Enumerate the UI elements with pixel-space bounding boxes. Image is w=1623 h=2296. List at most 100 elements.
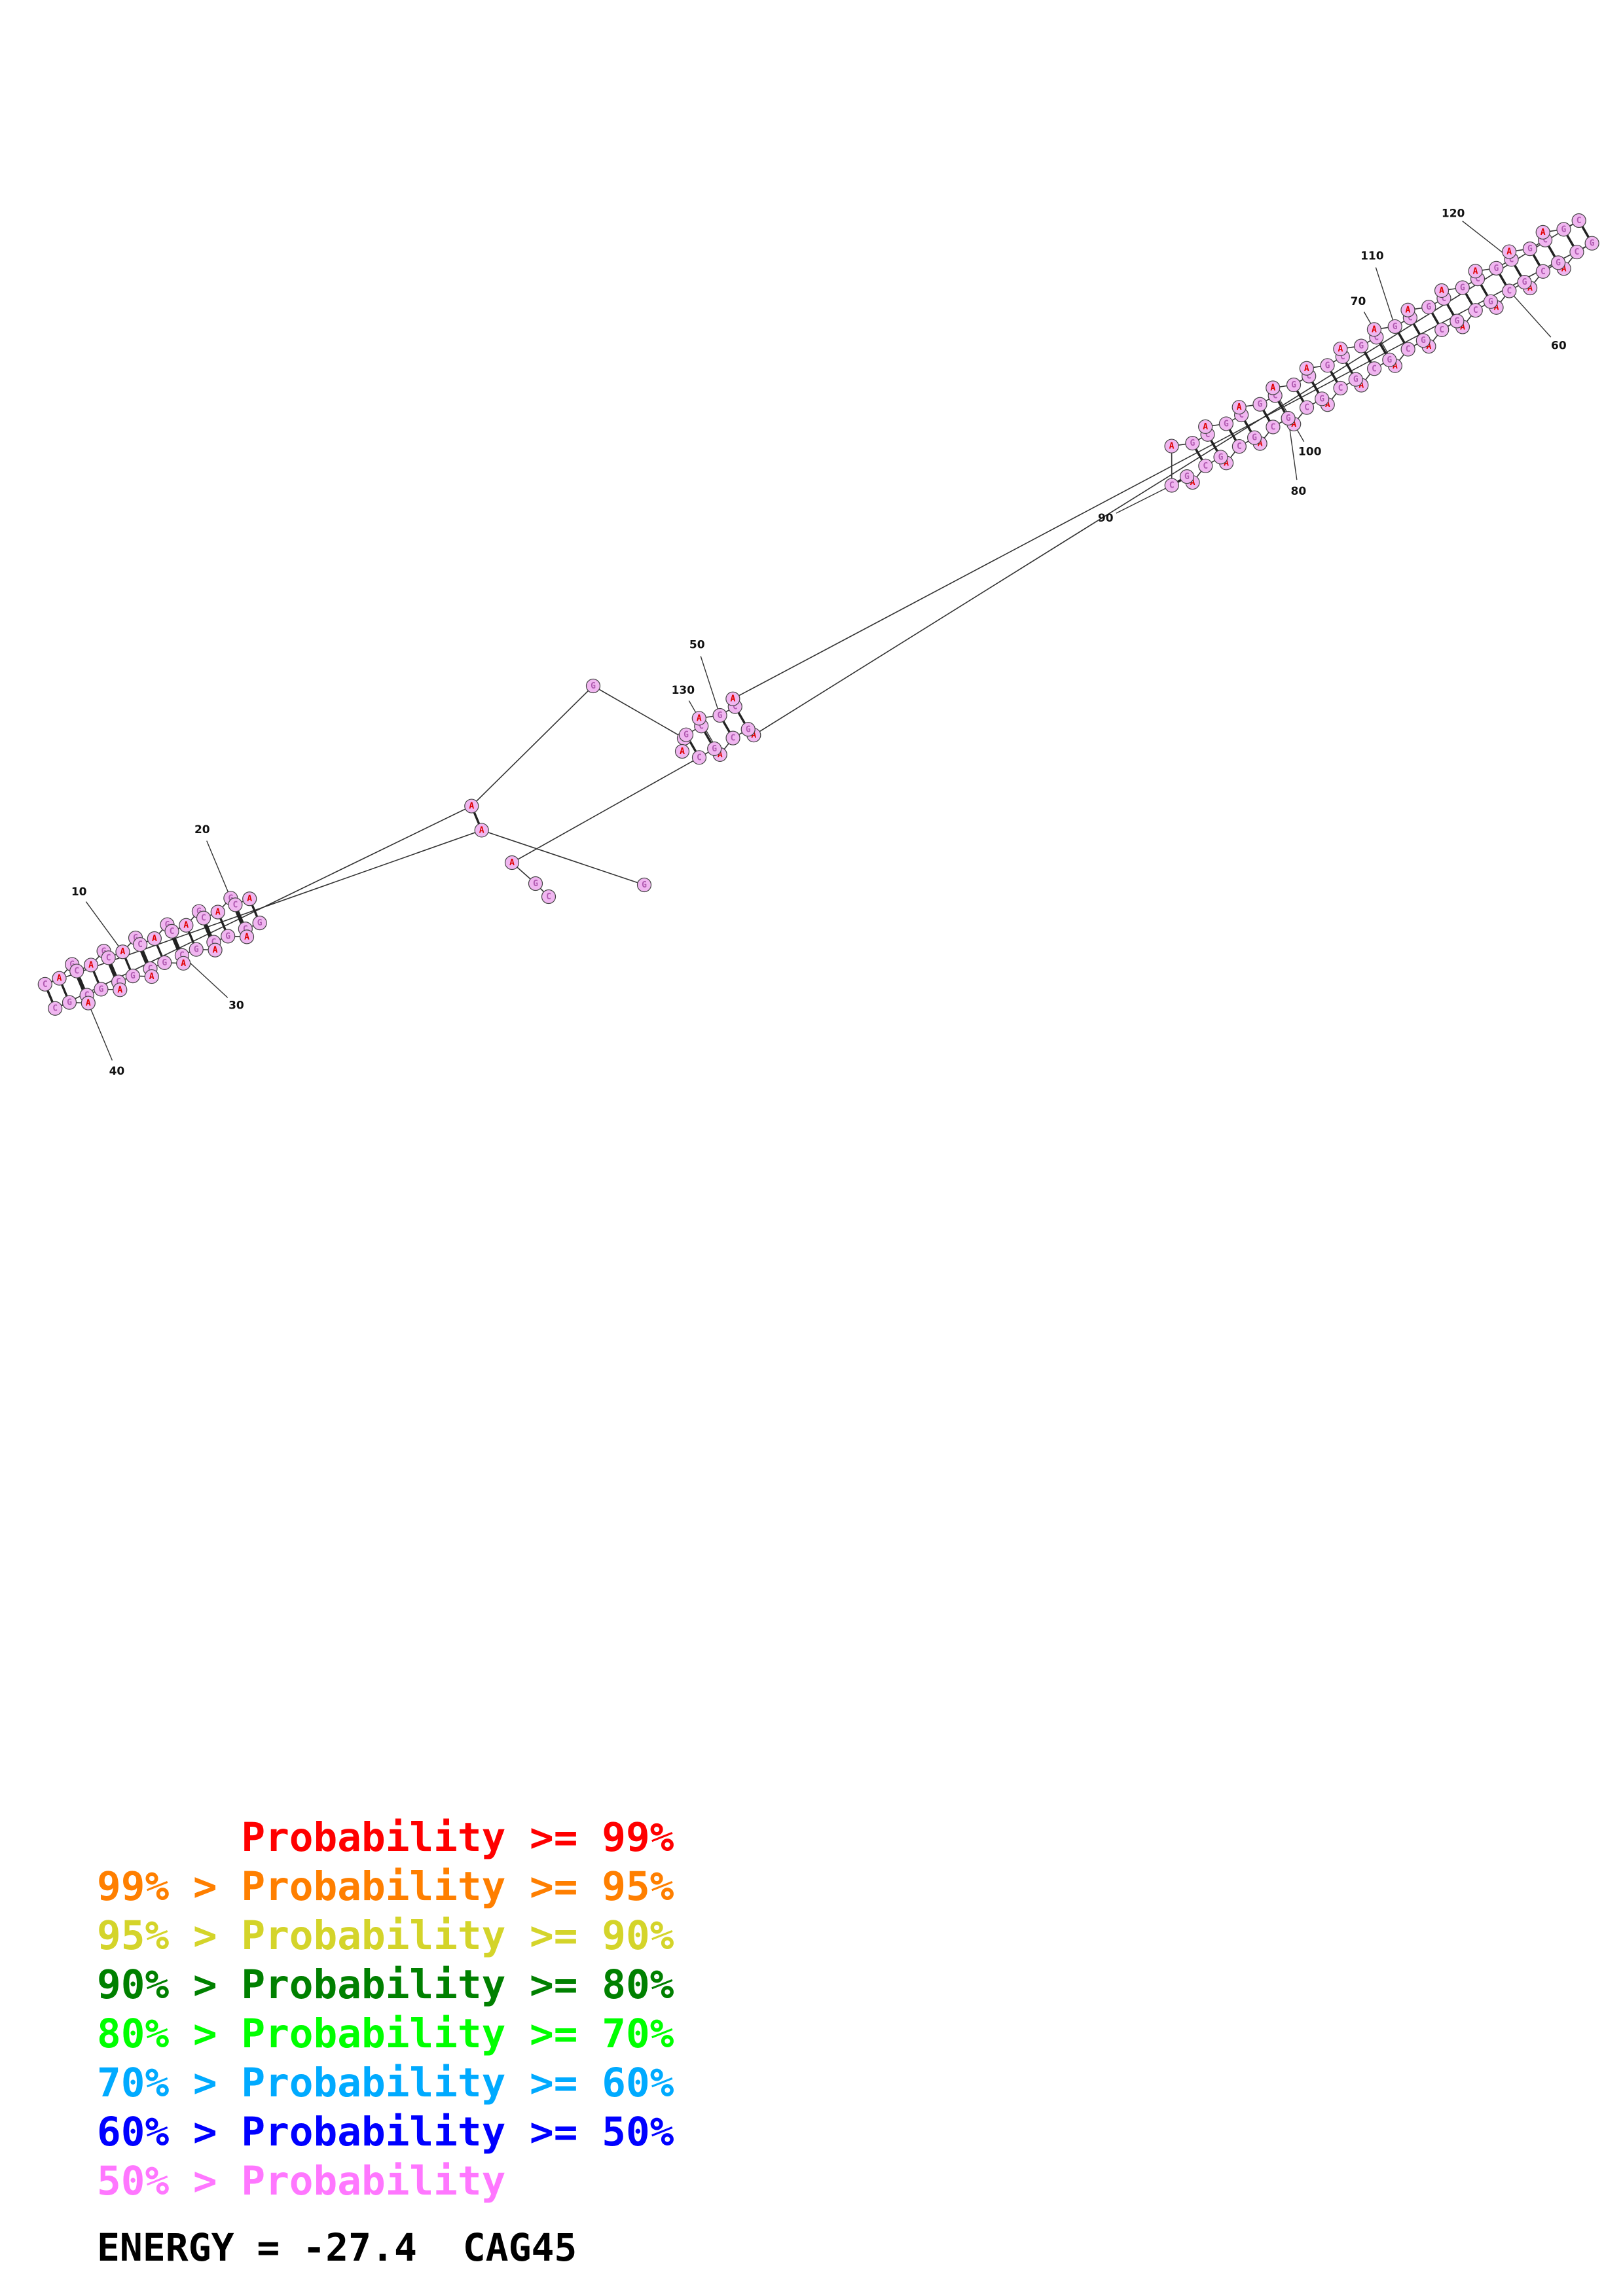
nucleotide-letter: A (1237, 403, 1242, 412)
nucleotide-circle (242, 891, 257, 906)
legend-label: Probability >= 50% (241, 2109, 674, 2155)
legend-row: 99% > Probability >= 95% (97, 1862, 674, 1911)
position-label: 50 (689, 638, 705, 651)
nucleotide-circle (691, 750, 707, 765)
nucleotide-circle (1333, 380, 1348, 396)
nucleotide-letter: A (730, 694, 735, 704)
nucleotide-letter: G (194, 945, 199, 955)
nucleotide-letter: G (1252, 433, 1257, 443)
nucleotide: A (504, 855, 520, 870)
legend-label: Probability >= 70% (241, 2011, 674, 2057)
position-label: 70 (1351, 295, 1366, 308)
nucleotide-letter: C (1575, 247, 1580, 257)
nucleotide: C (228, 897, 243, 912)
nucleotide-letter: A (88, 960, 94, 970)
nucleotide-letter: A (1190, 478, 1195, 488)
legend-threshold: 99% > (97, 1863, 242, 1910)
nucleotide-circle (1247, 430, 1262, 445)
nucleotide-circle (1400, 302, 1415, 317)
nucleotide-letter: C (1338, 384, 1343, 393)
nucleotide-letter: G (1421, 336, 1426, 346)
nucleotide-circle (528, 876, 543, 891)
nucleotide-circle (52, 971, 67, 986)
nucleotide-circle (189, 942, 204, 957)
nucleotide-letter: A (117, 985, 122, 995)
nucleotide: G (1550, 255, 1566, 270)
legend-label: Probability >= 80% (241, 1962, 674, 2008)
legend-row: Probability >= 99% (97, 1813, 674, 1862)
nucleotide-letter: A (1338, 344, 1343, 354)
nucleotide: G (740, 722, 756, 737)
legend-row: 90% > Probability >= 80% (97, 1960, 674, 2009)
position-label: 130 (672, 684, 695, 697)
nucleotide: G (1556, 222, 1571, 237)
backbone-line (45, 220, 1593, 1009)
nucleotide: G (125, 969, 140, 984)
nucleotide-letter: C (137, 940, 143, 950)
nucleotide-letter: A (1325, 400, 1330, 410)
nucleotide-circle (1213, 450, 1228, 465)
energy-label: ENERGY = (97, 2225, 303, 2270)
nucleotide-circle (196, 910, 211, 925)
nucleotide-letter: G (1561, 224, 1567, 234)
nucleotide-letter: G (1522, 278, 1527, 287)
nucleotide: C (1198, 458, 1213, 473)
nucleotide: G (1281, 410, 1296, 426)
nucleotide-letter: C (1442, 294, 1447, 304)
nucleotide: A (83, 958, 99, 973)
nucleotide-letter: A (1561, 264, 1567, 274)
nucleotide-letter: A (751, 730, 756, 740)
nucleotide-circle (1387, 319, 1402, 334)
nucleotide: C (1164, 478, 1179, 493)
legend-threshold: 70% > (97, 2060, 242, 2106)
nucleotide: G (1354, 338, 1369, 353)
nucleotide-letter: A (1203, 422, 1208, 432)
nucleotide-letter: C (1374, 332, 1379, 342)
nucleotide-circle (1584, 236, 1599, 251)
nucleotide-circle (164, 924, 179, 939)
nucleotide-circle (1354, 338, 1369, 353)
nucleotide: G (1185, 436, 1200, 451)
nucleotide-circle (1400, 342, 1415, 357)
nucleotide: A (208, 942, 223, 958)
nucleotide-letter: G (718, 711, 723, 721)
nucleotide: A (147, 931, 162, 946)
nucleotide-circle (69, 963, 84, 978)
nucleotide-circle (1450, 314, 1465, 329)
nucleotide-letter: G (1454, 317, 1459, 327)
nucleotide: C (48, 1001, 63, 1016)
nucleotide: A (242, 891, 257, 906)
nucleotide-circle (221, 929, 236, 944)
nucleotide-letter: C (116, 977, 121, 987)
nucleotide-letter: C (1542, 236, 1548, 245)
position-tick (85, 901, 124, 952)
nucleotide-circle (1571, 213, 1586, 228)
nucleotide-letter: C (697, 753, 702, 762)
nucleotide: G (1455, 280, 1470, 295)
nucleotide: G (1348, 372, 1363, 387)
nucleotide: C (1502, 283, 1517, 298)
nucleotide: G (252, 916, 267, 931)
nucleotide-circle (1556, 222, 1571, 237)
nucleotide: G (62, 995, 77, 1010)
nucleotide-circle (1569, 244, 1584, 260)
nucleotide-letter: A (215, 907, 221, 917)
nucleotide-letter: G (746, 725, 751, 734)
nucleotide: A (464, 798, 479, 814)
nucleotide-letter: G (1291, 380, 1296, 390)
position-label: 80 (1290, 485, 1306, 498)
nucleotide: A (115, 944, 130, 960)
nucleotide: G (678, 727, 694, 742)
nucleotide-letter: G (69, 960, 75, 970)
nucleotide: A (113, 982, 128, 997)
nucleotide: C (1299, 400, 1315, 415)
nucleotide: G (1421, 300, 1436, 315)
nucleotide: A (239, 929, 255, 944)
nucleotide-letter: A (1406, 306, 1411, 315)
position-label: 120 (1442, 207, 1465, 221)
nucleotide-circle (210, 905, 225, 920)
nucleotide-letter: G (99, 984, 104, 994)
nucleotide: A (81, 996, 96, 1011)
nucleotide-letter: A (1494, 303, 1499, 313)
nucleotide-circle (1434, 283, 1450, 298)
